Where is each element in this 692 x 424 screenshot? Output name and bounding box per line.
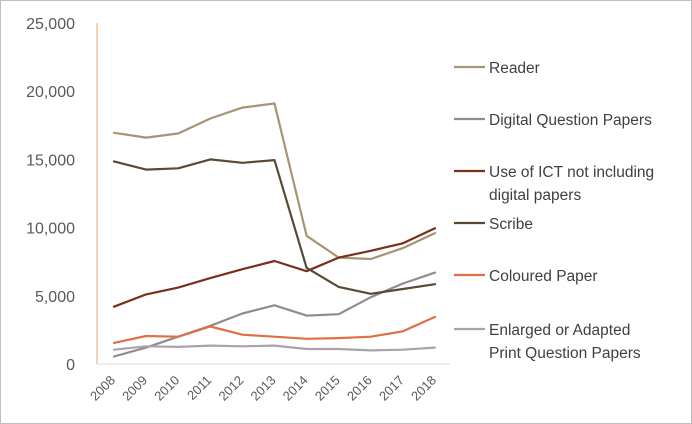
legend-label: Digital Question Papers bbox=[489, 112, 652, 129]
y-tick-label: 0 bbox=[66, 357, 75, 374]
legend-label: Enlarged or Adapted bbox=[489, 322, 630, 339]
y-tick-label: 25,000 bbox=[26, 16, 75, 33]
x-tick-label: 2012 bbox=[215, 373, 246, 404]
x-tick-label: 2008 bbox=[87, 373, 118, 404]
legend-label: Reader bbox=[489, 60, 540, 77]
x-tick-label: 2013 bbox=[248, 373, 279, 404]
x-tick-label: 2011 bbox=[184, 373, 214, 403]
y-tick-label: 5,000 bbox=[35, 289, 75, 306]
x-tick-label: 2009 bbox=[119, 373, 150, 404]
y-tick-label: 10,000 bbox=[26, 221, 75, 238]
x-tick-label: 2017 bbox=[376, 373, 407, 404]
series-line-4 bbox=[112, 315, 437, 344]
y-tick-label: 20,000 bbox=[26, 84, 75, 101]
series-line-5 bbox=[112, 344, 437, 352]
legend-label: Scribe bbox=[489, 216, 533, 233]
x-tick-label: 2016 bbox=[344, 373, 375, 404]
legend-label: digital papers bbox=[489, 187, 581, 204]
series-line-0 bbox=[112, 102, 437, 261]
series-line-3 bbox=[112, 158, 437, 295]
x-tick-label: 2014 bbox=[280, 373, 311, 404]
series-line-2 bbox=[112, 227, 437, 308]
legend-label: Coloured Paper bbox=[489, 268, 598, 285]
series-line-1 bbox=[112, 271, 437, 358]
x-tick-label: 2015 bbox=[312, 373, 343, 404]
x-tick-label: 2010 bbox=[151, 373, 182, 404]
legend-label: Use of ICT not including bbox=[489, 164, 654, 181]
legend-label: Print Question Papers bbox=[489, 345, 641, 362]
x-tick-label: 2018 bbox=[408, 373, 439, 404]
y-tick-label: 15,000 bbox=[26, 152, 75, 169]
